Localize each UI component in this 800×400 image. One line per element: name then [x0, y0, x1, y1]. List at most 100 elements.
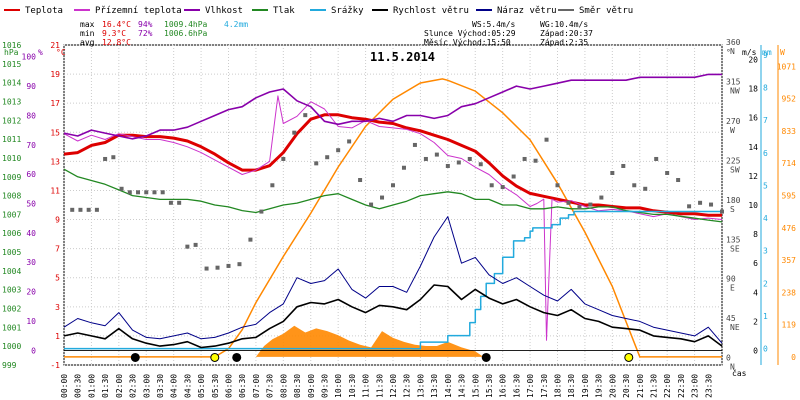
- tick-pressure: 1006: [2, 229, 21, 238]
- wind-dir-point: [500, 185, 505, 190]
- tick-wind-dir-label: N: [730, 47, 735, 56]
- tick-pressure: 1007: [2, 210, 21, 219]
- wind-dir-point: [336, 148, 341, 153]
- tick-wind-speed: 10: [748, 201, 758, 210]
- tick-rain: 1: [763, 312, 768, 321]
- tick-pressure: 1002: [2, 305, 21, 314]
- tick-time: 07:30: [266, 374, 275, 398]
- astro-moonrise: Měsíc Východ:15:50: [424, 38, 511, 47]
- tick-time: 04:30: [183, 374, 192, 398]
- astro-sunset: Západ:20:37: [540, 29, 593, 38]
- stat-label: min: [80, 29, 95, 38]
- tick-pressure: 1013: [2, 97, 21, 106]
- tick-solar: 1071: [777, 62, 796, 71]
- series-gust: [63, 216, 723, 344]
- tick-temperature: 11: [50, 186, 60, 195]
- tick-time: 03:00: [142, 374, 151, 398]
- legend-item: Teplota: [25, 6, 63, 16]
- tick-rain: 0: [763, 345, 768, 354]
- wind-dir-point: [391, 183, 395, 188]
- wind-dir-point: [478, 162, 483, 167]
- tick-time: 10:00: [334, 374, 343, 398]
- tick-rain: 6: [763, 149, 768, 158]
- tick-pressure: 1001: [2, 323, 21, 332]
- wind-dir-point: [423, 156, 428, 161]
- wind-dir-point: [533, 158, 538, 163]
- tick-wind-speed: 18: [748, 85, 758, 94]
- astro-marker: [232, 352, 242, 362]
- tick-time: 05:00: [197, 374, 206, 398]
- wind-dir-point: [86, 207, 91, 212]
- tick-wind-dir: 360: [726, 38, 741, 47]
- legend-item: Srážky: [331, 6, 364, 16]
- tick-wind-dir: 90: [726, 275, 736, 284]
- wind-dir-point: [588, 202, 593, 207]
- tick-wind-dir: 0: [726, 354, 731, 363]
- tick-wind-speed: 6: [753, 259, 758, 268]
- series-hum: [63, 73, 722, 140]
- tick-time: 03:30: [156, 374, 165, 398]
- astro-marker: [210, 352, 220, 362]
- tick-wind-dir-label: N: [730, 363, 735, 372]
- tick-pressure: 1000: [2, 342, 21, 351]
- wind-dir-point: [119, 186, 124, 191]
- tick-time: 19:00: [581, 374, 590, 398]
- tick-wind-dir: 270: [726, 117, 741, 126]
- legend-item: Rychlost větru: [393, 6, 469, 16]
- tick-rain: 8: [763, 83, 768, 92]
- tick-time: 11:30: [375, 374, 384, 398]
- tick-wind-dir-label: NE: [730, 323, 740, 332]
- stat-max-hum: 94%: [138, 20, 153, 29]
- tick-temperature: -1: [50, 361, 60, 370]
- tick-pressure: 1009: [2, 173, 21, 182]
- tick-humidity: 100: [22, 53, 37, 62]
- tick-time: 19:30: [595, 374, 604, 398]
- wind-dir-point: [270, 183, 275, 188]
- series-rain: [64, 210, 722, 350]
- tick-time: 09:00: [307, 374, 316, 398]
- tick-pressure: 1008: [2, 192, 21, 201]
- tick-time: 17:30: [540, 374, 549, 398]
- wind-dir-point: [226, 263, 231, 268]
- wind-dir-point: [292, 130, 297, 135]
- tick-time: 09:30: [320, 374, 329, 398]
- wind-dir-point: [358, 178, 363, 183]
- tick-time: 15:00: [471, 374, 480, 398]
- tick-wind-speed: 2: [753, 317, 758, 326]
- tick-time: 23:30: [704, 374, 713, 398]
- tick-time: 20:00: [608, 374, 617, 398]
- astro-sunrise: Slunce Východ:05:29: [424, 29, 516, 38]
- tick-solar: 119: [782, 321, 797, 330]
- wind-dir-point: [185, 244, 190, 249]
- unit-mm: mm: [762, 48, 772, 57]
- wind-dir-point: [687, 204, 692, 209]
- tick-time: 18:30: [567, 374, 576, 398]
- tick-pressure: 999: [2, 361, 17, 370]
- tick-wind-dir: 135: [726, 235, 741, 244]
- tick-wind-dir-label: SW: [730, 165, 740, 174]
- wind-dir-point: [177, 200, 182, 205]
- wind-dir-point: [237, 262, 242, 267]
- wind-dir-point: [347, 139, 352, 144]
- legend-item: Vlhkost: [205, 6, 243, 16]
- stat-label: avg: [80, 38, 95, 47]
- wind-dir-point: [168, 200, 173, 205]
- unit-ms: m/s: [742, 48, 757, 57]
- wind-dir-point: [665, 171, 670, 175]
- stat-avg-temp: 12.8°C: [102, 38, 131, 47]
- tick-time: 12:00: [389, 374, 398, 398]
- tick-rain: 2: [763, 279, 768, 288]
- unit-hpa: hPa: [4, 48, 19, 57]
- tick-solar: 714: [782, 159, 797, 168]
- wind-dir-point: [412, 142, 417, 147]
- tick-humidity: 20: [26, 288, 36, 297]
- wind-dir-point: [111, 155, 116, 160]
- tick-wind-speed: 20: [748, 56, 758, 65]
- tick-pressure: 1003: [2, 286, 21, 295]
- tick-humidity: 80: [26, 111, 36, 120]
- tick-humidity: 10: [26, 317, 36, 326]
- tick-pressure: 1010: [2, 154, 21, 163]
- tick-time: 06:00: [225, 374, 234, 398]
- tick-time: 06:30: [238, 374, 247, 398]
